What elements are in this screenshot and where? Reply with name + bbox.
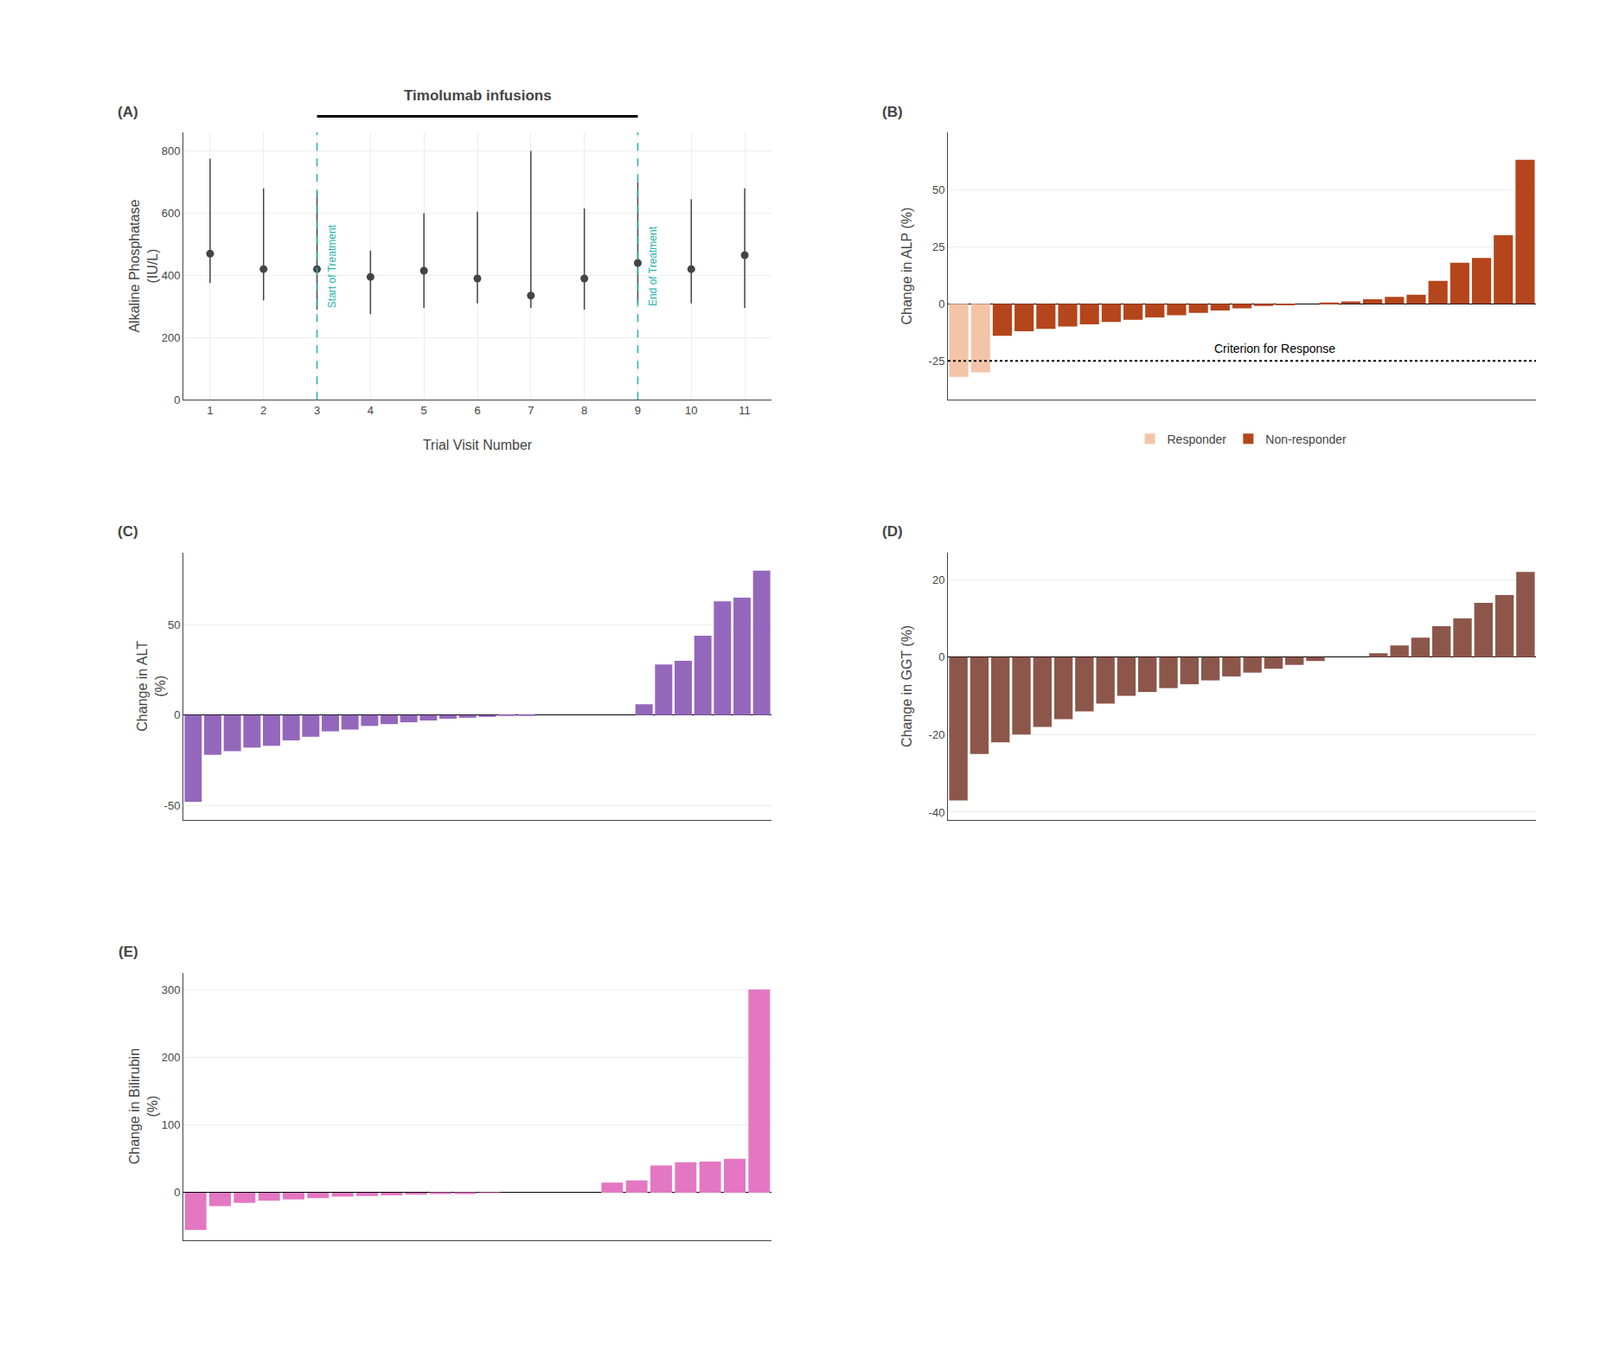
svg-text:4: 4 — [367, 403, 374, 417]
svg-text:200: 200 — [161, 1050, 181, 1064]
svg-text:-50: -50 — [164, 799, 181, 813]
svg-text:200: 200 — [161, 331, 181, 345]
svg-text:Non-responder: Non-responder — [1265, 432, 1347, 447]
svg-text:Change in ALT(%): Change in ALT(%) — [134, 640, 168, 732]
svg-text:Timolumab infusions: Timolumab infusions — [403, 87, 552, 104]
svg-text:100: 100 — [161, 1118, 181, 1132]
svg-text:20: 20 — [932, 573, 945, 587]
svg-text:(B): (B) — [882, 103, 903, 121]
svg-text:9: 9 — [634, 403, 641, 417]
svg-text:(C): (C) — [117, 523, 139, 540]
svg-text:400: 400 — [161, 268, 181, 282]
svg-text:-40: -40 — [928, 806, 946, 820]
svg-text:50: 50 — [167, 618, 180, 632]
svg-text:Change in ALP (%): Change in ALP (%) — [899, 207, 915, 326]
svg-text:2: 2 — [260, 403, 267, 417]
svg-text:5: 5 — [421, 403, 428, 417]
svg-text:0: 0 — [938, 650, 945, 664]
svg-text:Trial Visit Number: Trial Visit Number — [422, 437, 533, 453]
svg-text:(A): (A) — [117, 103, 139, 121]
svg-text:0: 0 — [938, 297, 945, 311]
svg-text:50: 50 — [932, 183, 945, 197]
svg-text:0: 0 — [173, 1185, 180, 1199]
svg-text:(E): (E) — [118, 943, 139, 960]
svg-text:7: 7 — [527, 403, 534, 417]
svg-text:Change in Bilirubin(%): Change in Bilirubin(%) — [127, 1048, 160, 1165]
svg-text:1: 1 — [206, 403, 213, 417]
svg-text:300: 300 — [161, 983, 181, 997]
svg-text:-20: -20 — [928, 728, 946, 742]
svg-text:11: 11 — [738, 403, 751, 417]
svg-text:End of Treatment: End of Treatment — [646, 225, 660, 307]
svg-text:10: 10 — [684, 403, 698, 417]
svg-text:600: 600 — [161, 206, 181, 220]
svg-text:(D): (D) — [882, 523, 903, 540]
svg-text:3: 3 — [313, 403, 320, 417]
svg-text:-25: -25 — [928, 354, 946, 368]
svg-text:Criterion for Response: Criterion for Response — [1214, 341, 1336, 356]
svg-text:Start of Treatment: Start of Treatment — [326, 224, 339, 308]
svg-text:0: 0 — [173, 708, 180, 722]
svg-text:800: 800 — [161, 144, 181, 158]
svg-text:6: 6 — [473, 403, 480, 417]
svg-text:0: 0 — [173, 393, 180, 407]
svg-text:8: 8 — [581, 403, 588, 417]
svg-text:Alkaline Phosphatase(IU/L): Alkaline Phosphatase(IU/L) — [127, 199, 160, 333]
svg-text:Change in GGT (%): Change in GGT (%) — [899, 625, 915, 748]
svg-text:Responder: Responder — [1167, 432, 1228, 447]
svg-text:25: 25 — [932, 240, 945, 254]
